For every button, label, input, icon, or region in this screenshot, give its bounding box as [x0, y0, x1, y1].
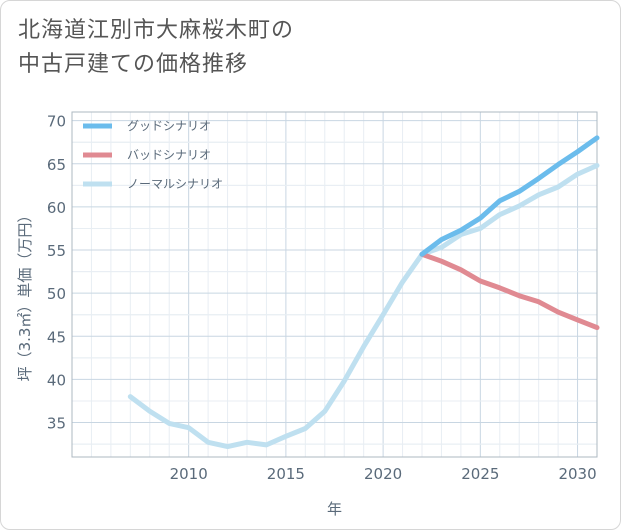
chart-title-line-2: 中古戸建ての価格推移	[18, 52, 249, 77]
legend-label: ノーマルシナリオ	[127, 177, 223, 191]
y-axis-title: 坪（3.3㎡）単価（万円）	[16, 208, 34, 382]
legend-label: グッドシナリオ	[127, 119, 211, 133]
x-axis-title: 年	[327, 500, 342, 518]
series-line-1	[419, 251, 600, 331]
x-tick-label: 2015	[267, 465, 305, 483]
x-tick-label: 2025	[461, 465, 499, 483]
y-tick-label: 70	[47, 113, 66, 131]
x-tick-label: 2030	[558, 465, 596, 483]
y-tick-label: 35	[47, 415, 66, 433]
y-tick-label: 40	[47, 371, 66, 389]
y-tick-label: 60	[47, 199, 66, 217]
y-tick-label: 45	[47, 328, 66, 346]
grid	[71, 112, 598, 457]
x-tick-label: 2010	[170, 465, 208, 483]
chart-title: 北海道江別市大麻桜木町の 中古戸建ての価格推移	[18, 14, 294, 82]
x-tick-label: 2020	[364, 465, 402, 483]
y-tick-label: 55	[47, 242, 66, 260]
y-tick-label: 65	[47, 156, 66, 174]
plot-area	[71, 111, 598, 458]
y-tick-label: 50	[47, 285, 66, 303]
series-line-0	[419, 135, 600, 257]
series-line-2	[127, 163, 600, 450]
legend-label: バッドシナリオ	[127, 148, 211, 162]
chart-title-line-1: 北海道江別市大麻桜木町の	[18, 18, 295, 43]
series-lines	[127, 135, 600, 450]
tick-labels: 2010 2015 2020 2025 2030 35 40 45 50 55 60 65 70	[47, 113, 597, 483]
